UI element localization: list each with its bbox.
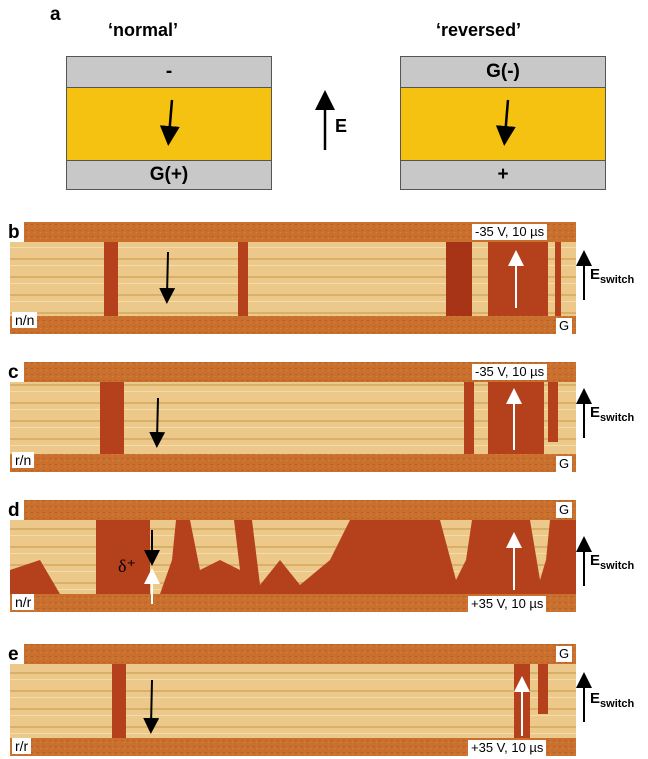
panel-letter-a: a [50, 4, 61, 25]
panel-b-image [10, 222, 576, 334]
panel-b-voltage-label: -35 V, 10 µs [472, 224, 548, 240]
panel-letter-b: b [8, 222, 20, 243]
panel-a-arrows [159, 90, 516, 150]
panel-letter-d: d [8, 500, 20, 521]
panel-d-image [10, 500, 576, 612]
panel-e-voltage-label: +35 V, 10 µs [468, 740, 547, 756]
normal-polarization-arrow-icon [159, 99, 180, 146]
panel-d-voltage-label: +35 V, 10 µs [468, 596, 547, 612]
panel-b-switch-label: Eswitch [590, 266, 635, 286]
normal-top-electrode: - [66, 56, 272, 88]
panel-d-switch-label: Eswitch [590, 552, 635, 572]
panel-b-side-label: n/n [12, 312, 38, 328]
reversed-polarization-arrow-icon [495, 99, 516, 146]
panel-b-ground-label: G [556, 318, 573, 334]
panel-e-side-label: r/r [12, 738, 32, 754]
field-label: E [335, 116, 348, 136]
panel-letter-e: e [8, 644, 19, 665]
reversed-ferroelectric-film [400, 88, 606, 160]
panel-d-side-label: n/r [12, 594, 35, 610]
panel-d-delta-annotation: δ⁺ [118, 556, 136, 576]
panel-e-down-arrow-icon [143, 679, 160, 734]
reversed-title: ‘reversed’ [436, 20, 522, 40]
panel-b-down-arrow-icon [159, 251, 176, 304]
panel-d-ground-label: G [556, 502, 573, 518]
panel-c-image [10, 362, 576, 472]
reversed-top-electrode: G(-) [400, 56, 606, 88]
normal-bottom-electrode: G(+) [66, 160, 272, 190]
panel-c-side-label: r/n [12, 452, 35, 468]
panel-c-ground-label: G [556, 456, 573, 472]
panel-letter-c: c [8, 362, 19, 383]
reversed-bottom-electrode: + [400, 160, 606, 190]
panel-e-switch-label: Eswitch [590, 690, 635, 710]
panel-e-image [10, 644, 576, 756]
panel-c-voltage-label: -35 V, 10 µs [472, 364, 548, 380]
normal-title: ‘normal’ [108, 20, 179, 40]
panel-c-switch-label: Eswitch [590, 404, 635, 424]
panel-e-ground-label: G [556, 646, 573, 662]
panel-c-down-arrow-icon [149, 397, 166, 448]
